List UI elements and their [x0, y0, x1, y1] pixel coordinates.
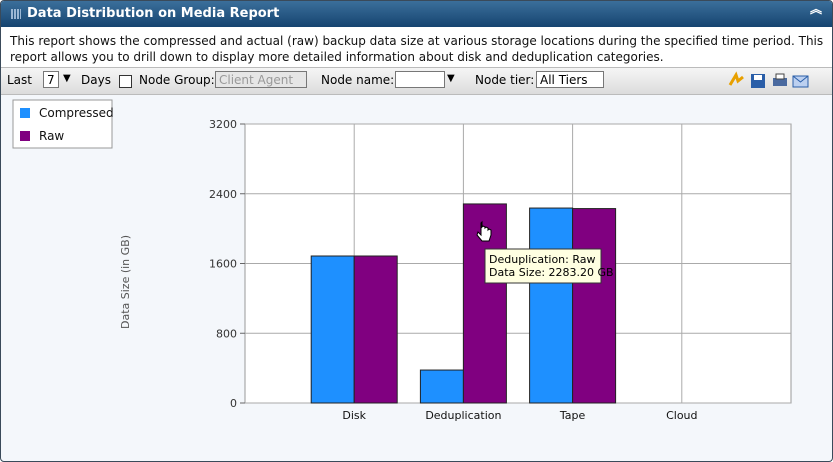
days-label: Days	[81, 73, 111, 87]
bar	[572, 208, 617, 404]
y-tick-label: 2400	[209, 188, 237, 201]
y-tick-label: 0	[230, 397, 237, 410]
days-dropdown[interactable]: ▼	[63, 73, 71, 84]
node-tier-select[interactable]: All Tiers	[536, 71, 604, 88]
save-icon-label	[754, 75, 762, 80]
chart: Data Size (in GB) 0 800 1600 2400 3200 Disk De…	[12, 99, 792, 422]
y-tick-label: 800	[216, 327, 237, 340]
mouse-cursor	[476, 220, 492, 242]
node-group-select[interactable]: Client Agent	[215, 71, 307, 88]
window-title: Data Distribution on Media Report	[27, 6, 280, 21]
y-tick-label: 3200	[209, 118, 237, 131]
tooltip-line: Deduplication: Raw	[489, 253, 596, 266]
bar	[310, 255, 355, 404]
node-tier-label: Node tier:	[475, 73, 535, 87]
bar	[419, 369, 464, 404]
node-group-checkbox[interactable]	[119, 75, 132, 88]
bar	[529, 207, 574, 404]
y-axis-label: Data Size (in GB)	[119, 235, 132, 329]
print-icon[interactable]	[773, 78, 787, 86]
days-input[interactable]: 7	[43, 71, 59, 88]
x-tick-label: Tape	[559, 409, 586, 422]
x-tick-label: Deduplication	[425, 409, 501, 422]
legend-label: Raw	[39, 129, 64, 143]
legend-label: Compressed	[39, 106, 114, 120]
x-tick-label: Disk	[342, 409, 366, 422]
toolbar-icons	[728, 71, 809, 88]
legend-swatch	[20, 131, 30, 141]
description: This report shows the compressed and act…	[1, 27, 832, 67]
node-name-input[interactable]	[395, 71, 445, 88]
node-name-label: Node name:	[321, 73, 395, 87]
last-label: Last	[7, 73, 32, 87]
title-bar: Data Distribution on Media Report ︽	[1, 1, 832, 27]
node-group-label: Node Group:	[139, 73, 215, 87]
x-tick-label: Cloud	[666, 409, 697, 422]
tooltip	[484, 248, 602, 284]
legend-swatch	[20, 108, 30, 118]
refresh-icon[interactable]	[728, 71, 744, 86]
print-paper	[775, 73, 785, 80]
tooltip-line: Data Size: 2283.20 GB	[489, 266, 614, 279]
node-name-dropdown[interactable]: ▼	[447, 73, 455, 84]
collapse-button[interactable]: ︽	[809, 2, 822, 16]
y-tick-label: 1600	[209, 258, 237, 271]
toolbar: Last 7 ▼ Days Node Group: Client Agent N…	[1, 67, 832, 95]
bar	[353, 255, 398, 404]
email-flap	[792, 75, 809, 83]
